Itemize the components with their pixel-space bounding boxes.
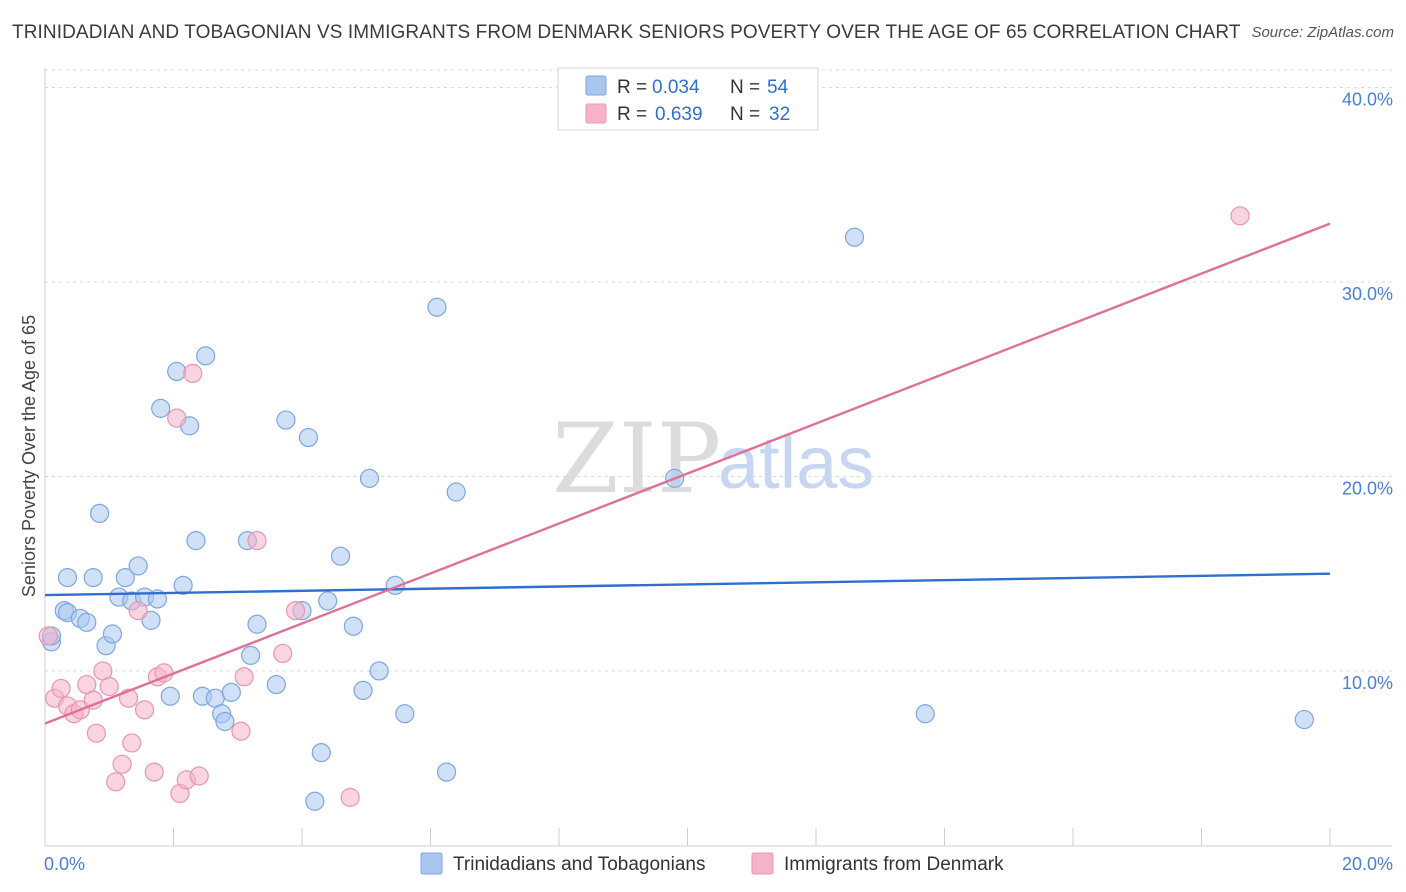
y-tick-labels: 10.0% 20.0% 30.0% 40.0% <box>1342 89 1393 693</box>
point-trinidadians <box>102 624 123 644</box>
point-trinidadians <box>844 227 865 247</box>
axes <box>44 68 1392 847</box>
point-denmark <box>51 678 71 699</box>
point-trinidadians <box>330 546 351 566</box>
point-trinidadians <box>276 410 296 430</box>
series-trinidadians-points <box>41 227 1314 811</box>
point-trinidadians <box>266 674 286 695</box>
point-denmark <box>86 723 107 743</box>
source-credit: Source: ZipAtlas.com <box>1251 24 1394 41</box>
point-trinidadians <box>915 704 935 724</box>
y-tick-label: 10.0% <box>1342 673 1393 693</box>
series-denmark-points <box>38 206 1250 807</box>
legend-swatch-pink <box>585 103 607 124</box>
x-tick-label-min: 0.0% <box>44 854 85 874</box>
point-denmark <box>128 601 148 621</box>
point-denmark <box>340 787 360 807</box>
bottom-legend-label-2: Immigrants from Denmark <box>784 854 1004 875</box>
y-axis-title: Seniors Poverty Over the Age of 65 <box>19 315 39 597</box>
point-denmark <box>112 754 132 774</box>
legend-r-label-1: R = <box>617 77 647 98</box>
legend-swatch-blue <box>585 75 607 96</box>
point-trinidadians <box>160 686 180 706</box>
trend-line-trinidadians <box>44 572 1331 597</box>
point-trinidadians <box>186 531 206 551</box>
bottom-legend-swatch-blue <box>420 852 443 875</box>
point-trinidadians <box>57 567 78 588</box>
point-trinidadians <box>359 468 380 488</box>
point-trinidadians <box>196 346 216 366</box>
point-trinidadians <box>305 791 325 811</box>
point-trinidadians <box>221 682 241 702</box>
point-denmark <box>231 721 251 741</box>
y-tick-label: 40.0% <box>1342 89 1393 109</box>
point-trinidadians <box>215 711 235 732</box>
point-trinidadians <box>241 645 261 665</box>
point-trinidadians <box>115 567 135 588</box>
series-legend: Trinidadians and Tobagonians Immigrants … <box>420 852 1004 875</box>
legend-r-label-2: R = <box>617 104 647 125</box>
point-trinidadians <box>369 661 389 681</box>
correlation-legend: R = 0.034 N = 54 R = 0.639 N = 32 <box>557 67 819 131</box>
point-trinidadians <box>128 556 148 576</box>
point-denmark <box>167 408 187 428</box>
point-trinidadians <box>427 297 447 317</box>
point-denmark <box>38 626 58 646</box>
x-tick-label-max: 20.0% <box>1342 854 1393 874</box>
chart-title: TRINIDADIAN AND TOBAGONIAN VS IMMIGRANTS… <box>12 22 1241 43</box>
point-denmark <box>1230 206 1250 226</box>
point-trinidadians <box>141 610 161 630</box>
point-denmark <box>134 700 155 720</box>
point-denmark <box>247 531 267 551</box>
legend-r-value-2: 0.639 <box>655 104 703 125</box>
point-denmark <box>183 363 203 383</box>
x-ticks <box>44 828 1331 846</box>
bottom-legend-label-1: Trinidadians and Tobagonians <box>453 854 705 875</box>
legend-n-value-1: 54 <box>767 77 789 98</box>
point-trinidadians <box>318 591 338 611</box>
point-denmark <box>273 643 293 664</box>
trend-line-denmark <box>44 222 1331 725</box>
point-denmark <box>106 772 126 792</box>
point-trinidadians <box>298 427 319 448</box>
point-denmark <box>189 766 209 786</box>
point-denmark <box>285 601 306 621</box>
point-trinidadians <box>83 567 103 588</box>
point-trinidadians <box>77 612 97 632</box>
point-trinidadians <box>90 503 110 524</box>
point-denmark <box>234 667 254 687</box>
point-trinidadians <box>151 398 171 418</box>
legend-n-value-2: 32 <box>769 104 790 125</box>
point-trinidadians <box>173 575 193 595</box>
point-trinidadians <box>436 762 457 782</box>
legend-n-label-2: N = <box>730 104 760 125</box>
point-trinidadians <box>395 704 415 724</box>
grid-lines <box>45 69 1392 672</box>
watermark-atlas: atlas <box>718 421 874 504</box>
trend-lines <box>44 222 1331 725</box>
y-tick-label: 20.0% <box>1342 478 1393 498</box>
watermark-zip: ZIP <box>552 403 721 515</box>
y-tick-label: 30.0% <box>1342 284 1393 304</box>
point-trinidadians <box>1294 709 1314 730</box>
legend-r-value-1: 0.034 <box>652 77 700 98</box>
point-trinidadians <box>167 361 187 382</box>
point-trinidadians <box>343 616 363 636</box>
legend-n-label-1: N = <box>730 77 760 98</box>
point-denmark <box>122 733 142 753</box>
point-denmark <box>144 762 164 782</box>
point-trinidadians <box>247 614 267 634</box>
point-trinidadians <box>311 743 331 763</box>
point-trinidadians <box>446 482 466 502</box>
point-denmark <box>99 676 119 697</box>
point-trinidadians <box>353 680 373 701</box>
bottom-legend-swatch-pink <box>751 852 774 875</box>
